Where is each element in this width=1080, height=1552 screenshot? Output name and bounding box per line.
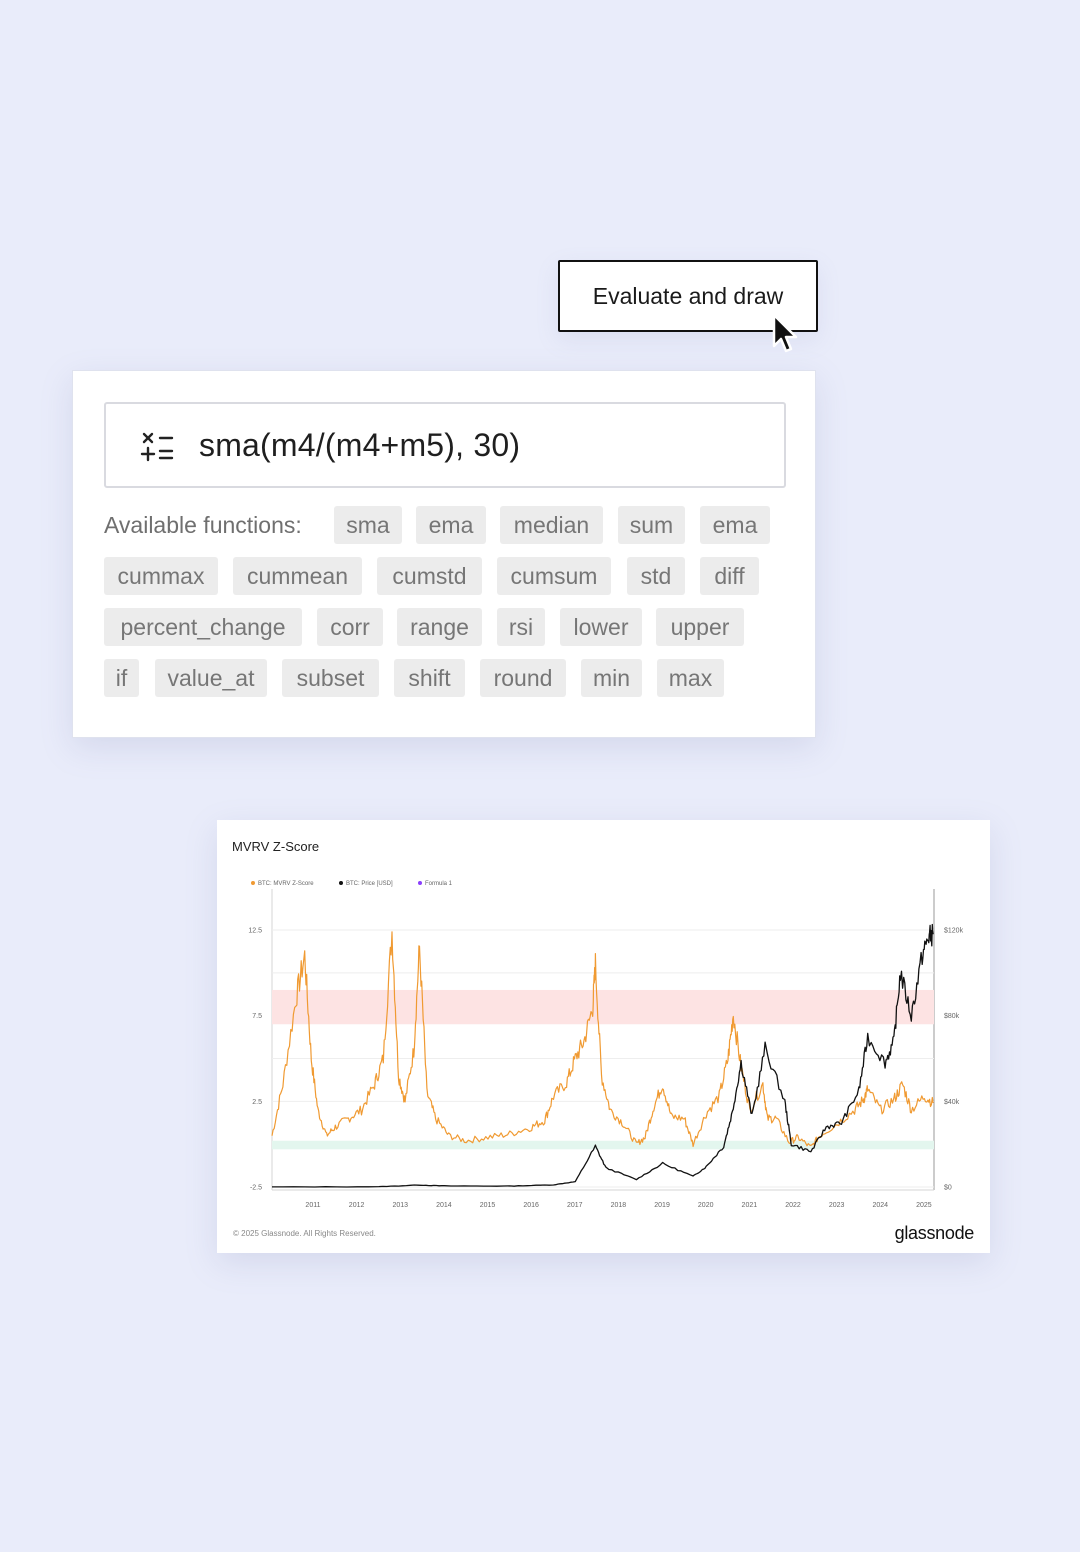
y-right-tick-label: $120k <box>944 928 964 935</box>
y-left-tick-label: -2.5 <box>250 1185 262 1192</box>
function-chip[interactable]: if <box>104 659 139 697</box>
function-chip[interactable]: shift <box>394 659 465 697</box>
function-chip[interactable]: ema <box>416 506 486 544</box>
function-chip[interactable]: sma <box>334 506 402 544</box>
x-tick-label: 2018 <box>611 1202 627 1209</box>
x-tick-label: 2023 <box>829 1202 845 1209</box>
formula-text[interactable]: sma(m4/(m4+m5), 30) <box>199 427 521 463</box>
function-chip[interactable]: min <box>581 659 642 697</box>
function-chip[interactable]: diff <box>700 557 759 595</box>
y-right-tick-label: $80k <box>944 1013 960 1020</box>
formula-input[interactable]: sma(m4/(m4+m5), 30) <box>104 402 786 488</box>
y-right-tick-label: $40k <box>944 1099 960 1106</box>
x-tick-label: 2012 <box>349 1202 365 1209</box>
mouse-cursor-icon <box>772 313 798 353</box>
function-chip[interactable]: cumstd <box>377 557 482 595</box>
series-line-btc-price <box>272 923 934 1188</box>
function-chip[interactable]: corr <box>317 608 383 646</box>
legend-label: BTC: MVRV Z-Score <box>258 881 314 887</box>
function-chip[interactable]: value_at <box>155 659 267 697</box>
legend-label: Formula 1 <box>425 881 453 887</box>
x-tick-label: 2021 <box>742 1202 758 1209</box>
function-chip[interactable]: std <box>627 557 685 595</box>
evaluate-and-draw-button[interactable]: Evaluate and draw <box>558 260 818 332</box>
x-tick-label: 2019 <box>654 1202 670 1209</box>
function-chip[interactable]: subset <box>282 659 379 697</box>
legend-marker <box>418 881 422 885</box>
function-chip[interactable]: median <box>500 506 603 544</box>
y-right-tick-label: $0 <box>944 1185 952 1192</box>
formula-editor-panel: sma(m4/(m4+m5), 30) Available functions:… <box>72 370 816 738</box>
green-band <box>272 1140 934 1150</box>
x-tick-label: 2014 <box>436 1202 452 1209</box>
y-left-tick-label: 2.5 <box>252 1099 262 1106</box>
function-chip[interactable]: percent_change <box>104 608 302 646</box>
function-chip[interactable]: cumsum <box>497 557 611 595</box>
function-chip[interactable]: lower <box>560 608 642 646</box>
series-line-mvrv-zscore <box>271 931 934 1148</box>
x-tick-label: 2017 <box>567 1202 583 1209</box>
function-chip[interactable]: cummean <box>233 557 362 595</box>
red-band <box>272 989 934 1025</box>
mvrv-chart[interactable]: 12.5 7.5 2.5 -2.5 $120k $80k $40k $0 2011 2012 201… <box>217 820 990 1220</box>
copyright-text: © 2025 Glassnode. All Rights Reserved. <box>233 1229 376 1238</box>
function-chip[interactable]: upper <box>656 608 744 646</box>
function-chip[interactable]: ema <box>700 506 770 544</box>
function-chip[interactable]: sum <box>618 506 685 544</box>
x-tick-label: 2016 <box>523 1202 539 1209</box>
calculator-operators-icon <box>140 432 174 462</box>
function-chip[interactable]: round <box>480 659 566 697</box>
x-tick-label: 2015 <box>480 1202 496 1209</box>
available-functions-label: Available functions: <box>104 512 302 538</box>
function-chip[interactable]: max <box>657 659 724 697</box>
chart-title: MVRV Z-Score <box>232 839 320 854</box>
legend-marker <box>339 881 343 885</box>
x-tick-label: 2022 <box>785 1202 801 1209</box>
x-tick-label: 2024 <box>872 1202 888 1209</box>
x-tick-label: 2025 <box>916 1202 932 1209</box>
x-tick-label: 2011 <box>305 1202 320 1209</box>
legend-label: BTC: Price [USD] <box>346 881 393 887</box>
y-left-tick-label: 7.5 <box>252 1013 262 1020</box>
chart-card: MVRV Z-Score 12.5 7.5 2.5 -2.5 $120k $80k $40k… <box>217 820 990 1253</box>
y-left-tick-label: 12.5 <box>248 928 262 935</box>
function-chip[interactable]: cummax <box>104 557 218 595</box>
function-chip[interactable]: range <box>397 608 482 646</box>
glassnode-logo: glassnode <box>894 1223 975 1243</box>
function-chip[interactable]: rsi <box>497 608 545 646</box>
legend-marker <box>251 881 255 885</box>
x-tick-label: 2013 <box>392 1202 408 1209</box>
x-tick-label: 2020 <box>698 1202 714 1209</box>
